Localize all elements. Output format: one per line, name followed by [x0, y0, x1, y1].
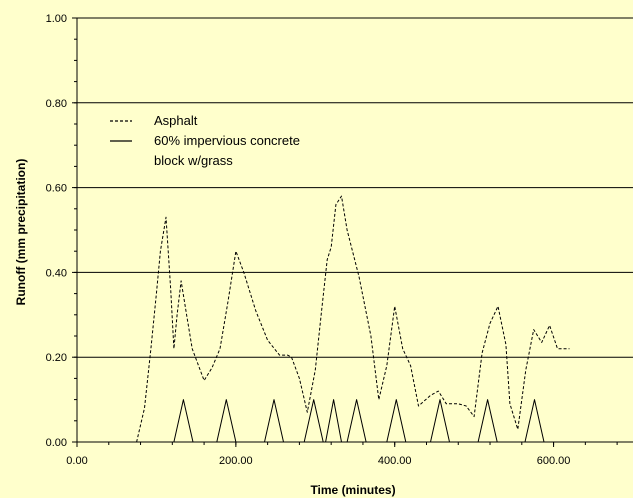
y-tick-label: 0.40 — [46, 267, 67, 279]
y-tick-label: 0.20 — [46, 352, 67, 364]
y-tick-label: 0.80 — [46, 98, 67, 110]
series-line-asphalt — [136, 195, 570, 443]
series-lines — [136, 195, 570, 443]
legend-label: 60% impervious concrete — [154, 133, 300, 148]
y-tick-label: 0.60 — [46, 183, 67, 195]
x-tick-label: 600.00 — [537, 455, 571, 467]
x-tick-label: 400.00 — [378, 455, 412, 467]
legend-label: Asphalt — [154, 113, 198, 128]
x-tick-label: 0.00 — [66, 455, 87, 467]
x-axis-title: Time (minutes) — [310, 483, 395, 497]
series-line-concrete-block — [173, 399, 545, 443]
axes: 0.00 0.20 0.40 0.60 0.80 1.00 0.00 200.00 400.00… — [46, 13, 633, 467]
x-tick-label: 200.00 — [219, 455, 253, 467]
y-tick-label: 1.00 — [46, 13, 67, 25]
legend: Asphalt 60% impervious concrete block w/gr… — [110, 113, 300, 168]
legend-label: block w/grass — [154, 153, 233, 168]
y-tick-label: 0.00 — [46, 437, 67, 449]
y-axis-title: Runoff (mm precipitation) — [14, 159, 28, 306]
